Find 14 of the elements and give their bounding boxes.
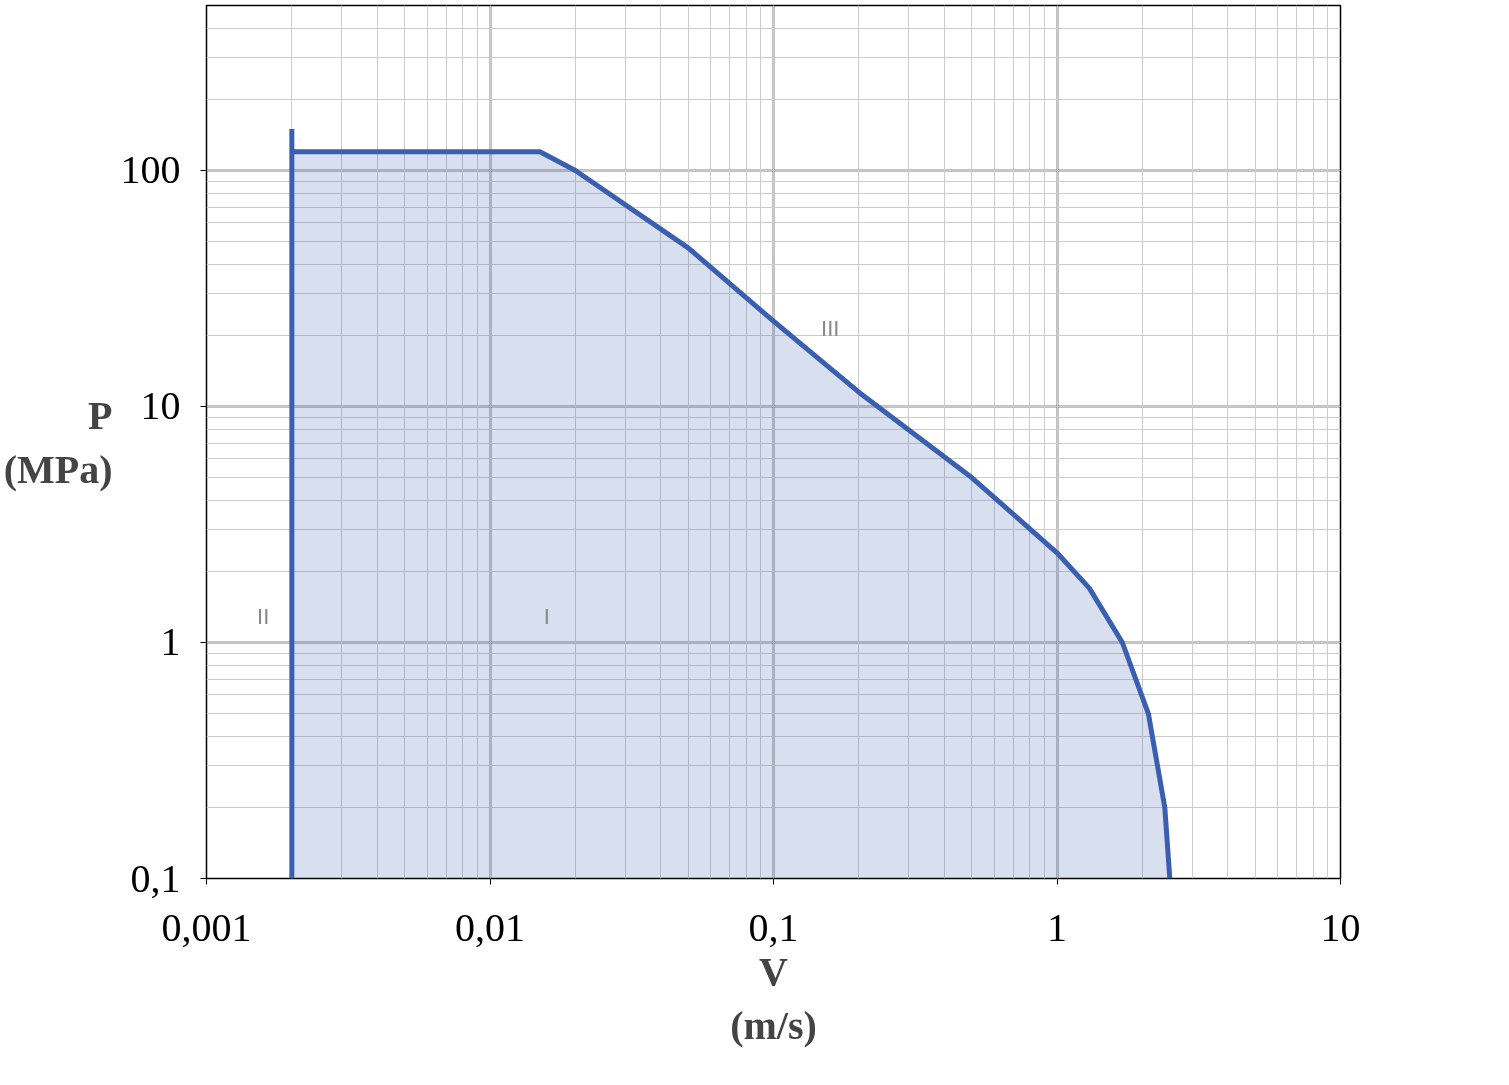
y-tick-label: 10 (140, 383, 181, 429)
annotation: I (543, 604, 550, 630)
x-axis-title: V (m/s) (730, 948, 817, 1048)
y-axis-title: P (MPa) (3, 392, 113, 492)
y-tick-label: 100 (120, 147, 181, 193)
x-tick-label: 10 (1320, 904, 1361, 950)
annotation: II (257, 604, 270, 630)
y-tick-label: 1 (160, 619, 181, 665)
x-tick-label: 0,01 (455, 904, 525, 950)
x-tick-label: 0,001 (161, 904, 252, 950)
x-tick-label: 1 (1047, 904, 1067, 950)
x-tick-label: 0,1 (748, 904, 799, 950)
annotation: III (821, 316, 840, 342)
y-tick-label: 0,1 (130, 855, 181, 901)
